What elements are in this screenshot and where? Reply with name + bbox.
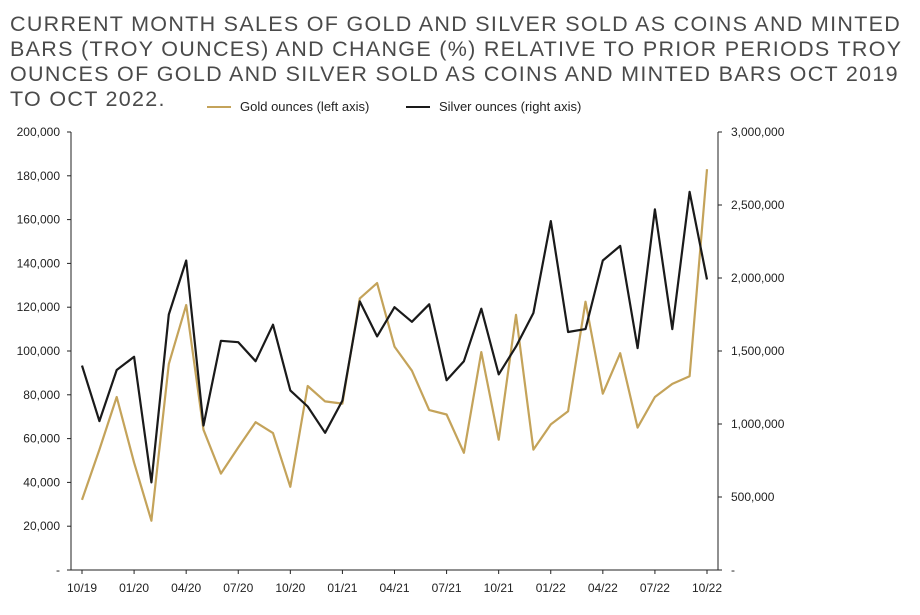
x-axis-tick-label: 04/21 <box>379 581 409 595</box>
left-axis-tick-label: 20,000 <box>23 519 60 533</box>
x-axis-tick-label: 10/22 <box>692 581 722 595</box>
chart-title: Current month sales of gold and silver s… <box>10 12 902 111</box>
left-axis-tick-label: 180,000 <box>17 169 61 183</box>
left-axis-tick-label: 160,000 <box>17 213 61 227</box>
right-axis-tick-label: 1,000,000 <box>731 417 785 431</box>
axes: - 20,000 40,000 60,000 80,000 100,000 120,000 1… <box>17 125 785 595</box>
x-axis-tick-label: 10/21 <box>484 581 514 595</box>
left-axis-tick-label: 100,000 <box>17 344 61 358</box>
x-axis-tick-label: 01/22 <box>536 581 566 595</box>
legend: Gold ounces (left axis) Silver ounces (r… <box>207 99 581 114</box>
x-axis-tick-label: 01/20 <box>119 581 149 595</box>
x-axis-tick-label: 01/21 <box>327 581 357 595</box>
left-axis-tick-label: 120,000 <box>17 300 61 314</box>
silver-ounces-line <box>80 190 709 484</box>
legend-gold-label: Gold ounces (left axis) <box>240 99 369 114</box>
series-lines <box>80 169 709 522</box>
left-axis-tick-label: - <box>56 563 60 577</box>
x-axis-tick-label: 07/21 <box>432 581 462 595</box>
right-axis-tick-label: 2,500,000 <box>731 198 785 212</box>
left-axis-tick-label: 140,000 <box>17 256 61 270</box>
right-axis-tick-label: 1,500,000 <box>731 344 785 358</box>
right-axis-tick-label: 500,000 <box>731 490 775 504</box>
right-axis-tick-label: 2,000,000 <box>731 271 785 285</box>
x-axis-tick-label: 04/22 <box>588 581 618 595</box>
right-axis-tick-label: 3,000,000 <box>731 125 785 139</box>
right-axis-tick-label: - <box>731 563 735 577</box>
left-axis-tick-label: 200,000 <box>17 125 61 139</box>
x-axis-tick-label: 04/20 <box>171 581 201 595</box>
x-axis-tick-label: 07/20 <box>223 581 253 595</box>
left-axis-tick-label: 80,000 <box>23 388 60 402</box>
legend-silver-label: Silver ounces (right axis) <box>439 99 581 114</box>
x-axis-tick-label: 07/22 <box>640 581 670 595</box>
left-axis-tick-label: 40,000 <box>23 475 60 489</box>
gold-ounces-line <box>80 169 709 522</box>
x-axis-tick-label: 10/19 <box>67 581 97 595</box>
x-axis-tick-label: 10/20 <box>275 581 305 595</box>
left-axis-tick-label: 60,000 <box>23 432 60 446</box>
